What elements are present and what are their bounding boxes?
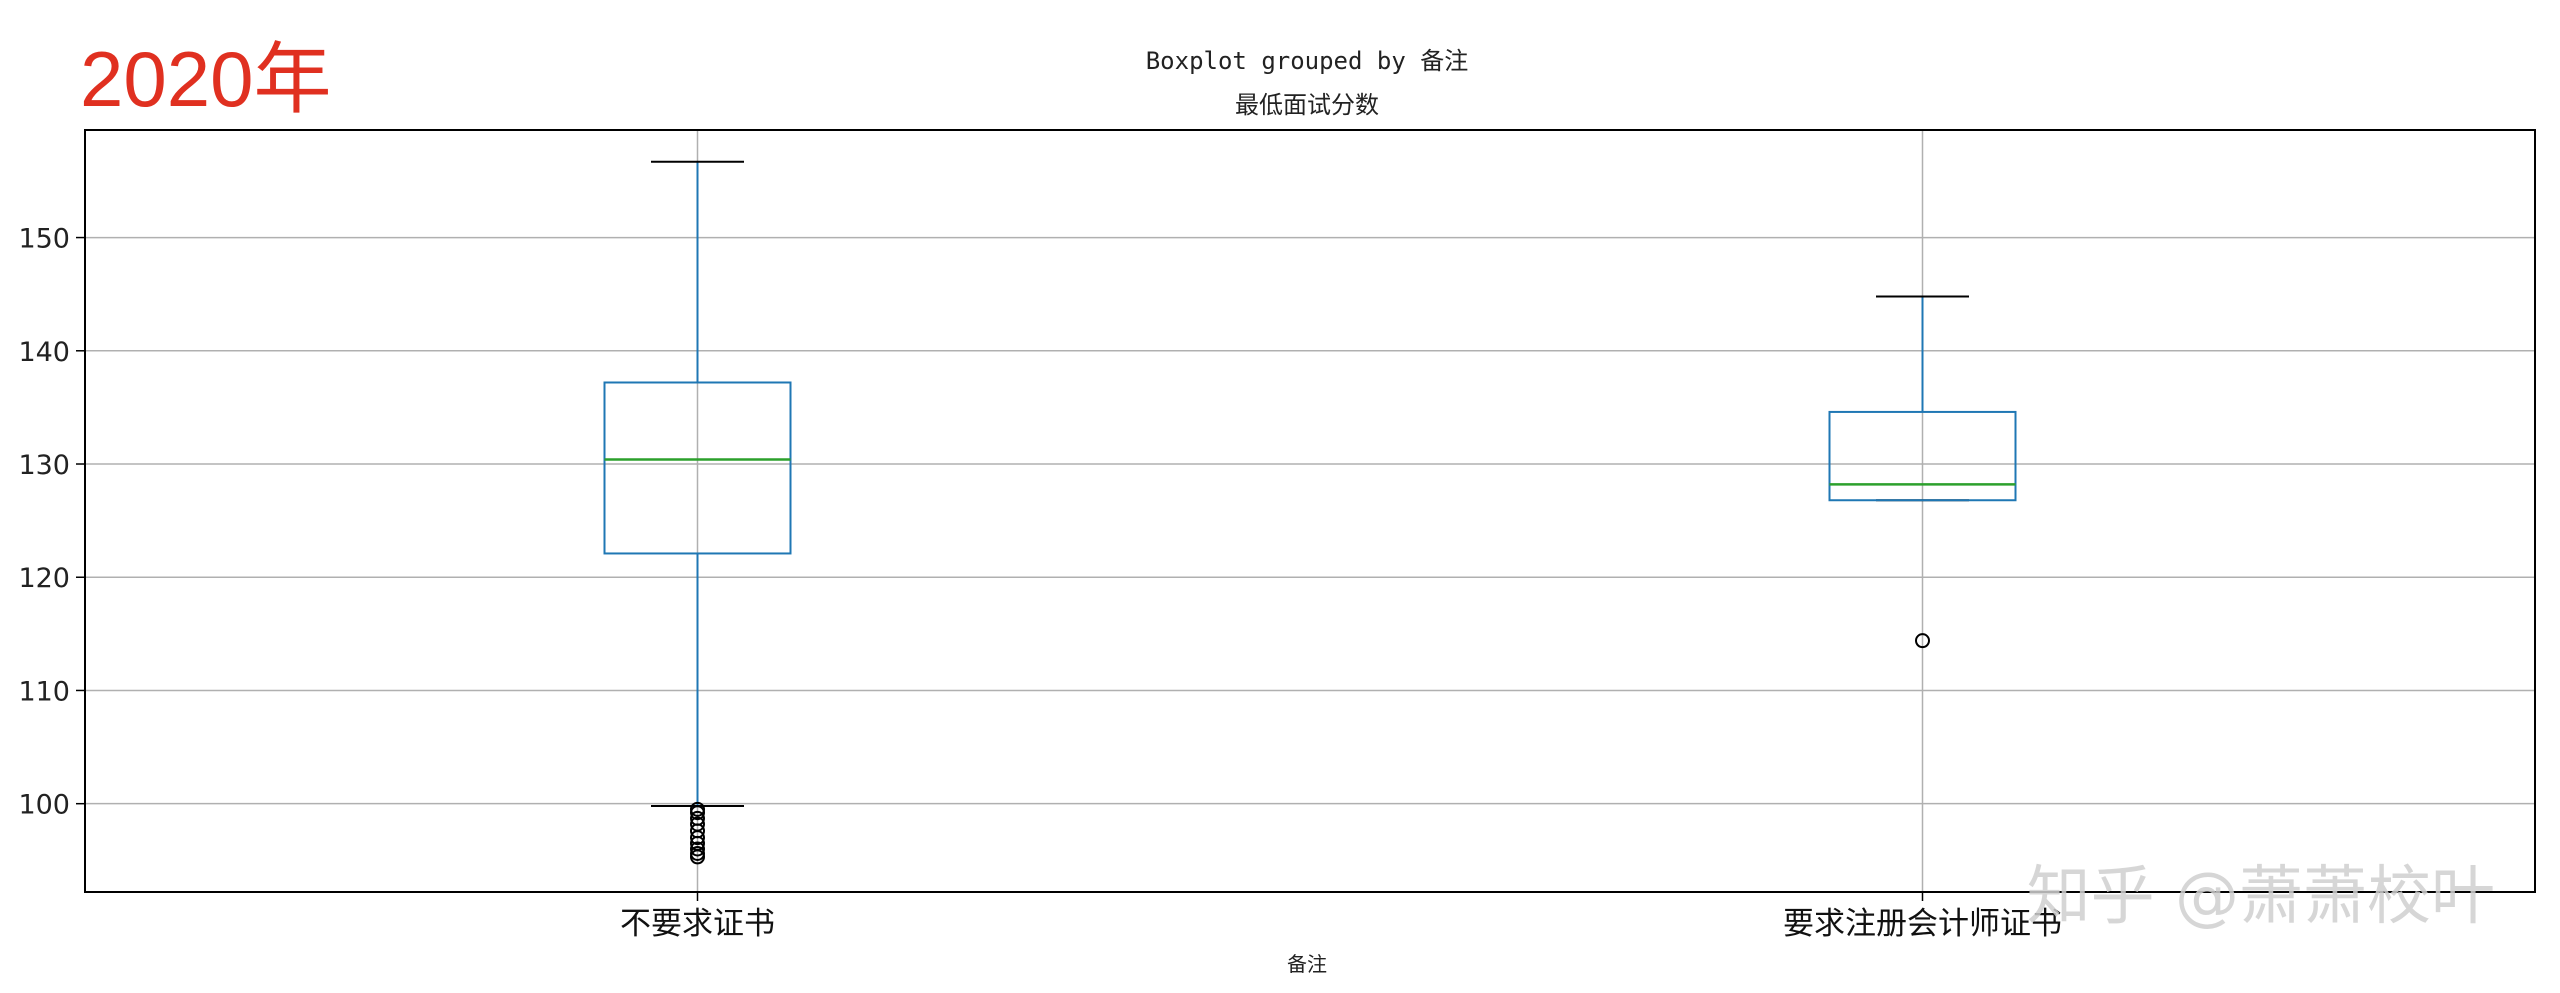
outlier-point [690, 841, 705, 857]
y-tick-label: 130 [18, 450, 70, 481]
outlier-point [690, 810, 705, 826]
chart-subtitle: 最低面试分数 [1235, 91, 1379, 119]
x-axis-label: 备注 [1287, 952, 1327, 976]
y-tick-label: 120 [18, 563, 70, 594]
box-group [603, 160, 792, 865]
year-label: 2020年 [80, 35, 332, 123]
x-tick-label: 不要求证书 [620, 906, 775, 942]
chart-title: Boxplot grouped by 备注 [1146, 47, 1469, 75]
outlier-point [1915, 633, 1930, 649]
outlier-point [690, 846, 705, 862]
plot-area-frame [84, 129, 2536, 893]
outlier-point [690, 816, 705, 832]
x-tick-label: 要求注册会计师证书 [1783, 906, 2062, 942]
watermark: 知乎 @萧萧校叶 [2027, 860, 2495, 934]
x-axis: 不要求证书 要求注册会计师证书 [620, 892, 2062, 942]
y-axis: 100 110 120 130 140 150 [18, 224, 85, 821]
outlier-point [690, 801, 705, 817]
box-group [1828, 295, 2017, 649]
y-tick-label: 100 [18, 790, 70, 821]
grid-layer [85, 130, 2535, 892]
y-tick-label: 110 [18, 676, 70, 707]
box-layer [603, 160, 2017, 865]
iqr-box [1828, 410, 2017, 502]
y-tick-label: 140 [18, 337, 70, 368]
iqr-box [603, 381, 792, 555]
y-tick-label: 150 [18, 224, 70, 255]
